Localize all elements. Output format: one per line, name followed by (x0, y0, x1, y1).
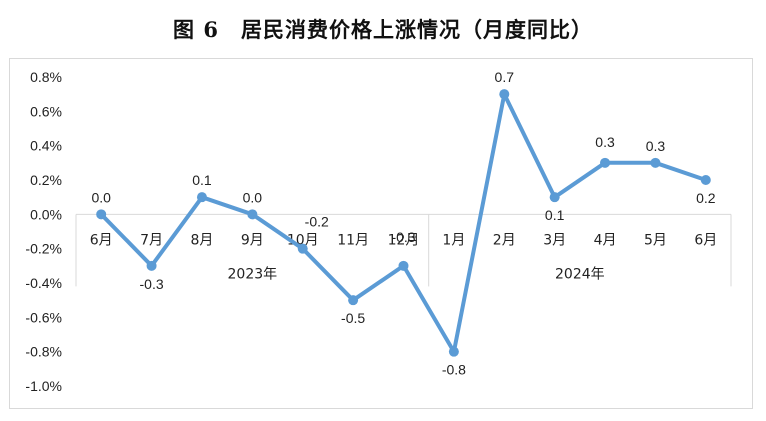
data-label: 0.0 (243, 189, 263, 205)
x-category-label: 1月 (442, 232, 465, 248)
series-line (99, 92, 708, 354)
year-group-label: 2023年 (228, 266, 278, 282)
data-point (650, 157, 661, 168)
series-line-path (99, 92, 708, 354)
data-point (549, 192, 560, 203)
data-label: 0.1 (545, 207, 565, 223)
data-point (146, 260, 157, 271)
data-point (700, 175, 711, 185)
y-tick-label: 0.6% (30, 103, 62, 119)
data-label: 0.3 (595, 134, 615, 150)
x-category-label: 7月 (140, 232, 163, 248)
data-label: -0.3 (391, 229, 415, 245)
x-category-label: 9月 (241, 232, 264, 248)
y-tick-label: 0.4% (30, 138, 62, 154)
y-tick-label: -0.4% (25, 275, 62, 291)
data-point (448, 346, 459, 357)
data-point (499, 89, 510, 100)
data-points (96, 89, 711, 357)
x-category-label: 11月 (337, 232, 369, 248)
data-label: 0.0 (91, 189, 111, 205)
y-tick-label: 0.8% (30, 69, 62, 85)
x-category-label: 3月 (543, 232, 566, 248)
chart-frame (9, 58, 753, 409)
data-label: -0.5 (341, 310, 365, 326)
data-label: 0.3 (646, 138, 666, 154)
data-label: -0.8 (442, 362, 466, 378)
data-label: 0.1 (192, 172, 212, 188)
x-category-label: 5月 (644, 232, 667, 248)
data-point (600, 157, 611, 168)
x-category-label: 8月 (191, 232, 214, 248)
data-point (96, 209, 107, 220)
x-category-label: 12月 (388, 232, 420, 248)
y-tick-label: -0.8% (25, 344, 62, 360)
x-axis-categories: 6月 7月 8月 9月 10月 11月 12月 1月 2月 3月 4月 5月 6月 (90, 232, 718, 248)
data-point (398, 260, 409, 271)
x-category-label: 4月 (594, 232, 617, 248)
data-point (348, 295, 359, 306)
x-axis-year-groups: 2023年 2024年 (228, 266, 605, 282)
y-tick-label: 0.0% (30, 206, 62, 222)
data-label: 0.2 (696, 190, 716, 206)
y-tick-label: -0.6% (25, 309, 62, 325)
x-category-label: 6月 (694, 232, 717, 248)
data-label: 0.7 (495, 69, 515, 85)
data-point (247, 209, 258, 220)
x-category-label: 2月 (493, 232, 516, 248)
data-point (196, 192, 207, 203)
x-axis (75, 213, 732, 287)
chart-title: 图 6 居民消费价格上涨情况（月度同比） (173, 17, 593, 42)
year-group-label: 2024年 (555, 266, 605, 282)
y-tick-label: 0.2% (30, 172, 62, 188)
y-axis-ticks: 0.8% 0.6% 0.4% 0.2% 0.0% -0.2% -0.4% -0.6% -0.8%… (25, 69, 62, 394)
y-tick-label: -0.2% (25, 241, 62, 257)
data-labels: 0.0 -0.3 0.1 0.0 -0.2 -0.5 -0.3 -0.8 0.7 0.1 0.3 0.… (91, 69, 716, 378)
data-label: -0.2 (305, 214, 329, 230)
y-tick-label: -1.0% (25, 378, 62, 394)
data-point (297, 243, 308, 254)
x-category-label: 6月 (90, 232, 113, 248)
data-label: -0.3 (140, 276, 164, 292)
